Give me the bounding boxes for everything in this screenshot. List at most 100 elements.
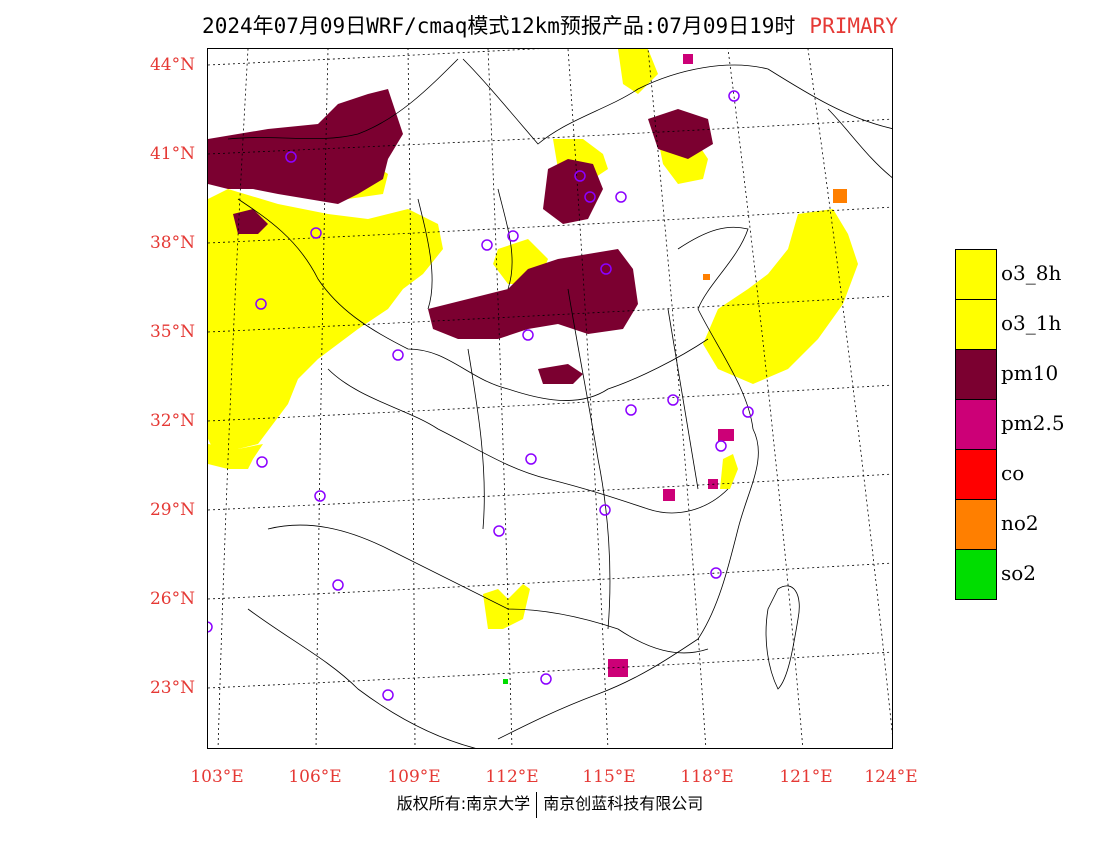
station-marker	[742, 406, 754, 418]
station-marker	[615, 191, 627, 203]
map-canvas	[208, 49, 892, 748]
legend-item-no2: no2	[955, 499, 1085, 550]
legend-label: no2	[1001, 511, 1039, 535]
legend-item-co: co	[955, 449, 1085, 500]
legend-item-pm25: pm2.5	[955, 399, 1085, 450]
legend-item-o3-1h: o3_1h	[955, 299, 1085, 350]
lon-line	[315, 49, 329, 748]
pm10-area-inner-mongolia	[208, 89, 403, 204]
coastline	[497, 226, 759, 740]
no2-patch	[833, 189, 847, 203]
station-marker	[285, 151, 297, 163]
no2-patch	[703, 274, 710, 280]
boundaries	[227, 58, 892, 748]
station-marker	[574, 170, 586, 182]
station-marker	[392, 349, 404, 361]
station-marker	[507, 230, 519, 242]
station-marker	[667, 394, 679, 406]
legend-label: pm2.5	[1001, 411, 1065, 435]
pm10-area-gansu	[233, 209, 268, 234]
lon-label-115: 115°E	[582, 767, 636, 787]
legend-item-so2: so2	[955, 549, 1085, 600]
lon-line	[487, 49, 513, 748]
boundary-line	[237, 198, 709, 401]
korea-outline	[827, 108, 892, 178]
legend-label: pm10	[1001, 361, 1059, 385]
copyright: 版权所有:南京大学 南京创蓝科技有限公司	[0, 790, 1100, 818]
title-text: 2024年07月09日WRF/cmaq模式12km预报产品:07月09日19时	[202, 14, 796, 38]
lat-label-38: 38°N	[149, 233, 195, 253]
o3-area-coast	[720, 454, 738, 489]
boundary-line	[467, 348, 485, 530]
map-panel[interactable]	[207, 48, 893, 749]
pm10-area-hebei	[543, 159, 603, 224]
legend-swatch	[955, 349, 997, 400]
station-marker	[599, 504, 611, 516]
pm10-area-beijing	[648, 109, 713, 159]
legend-label: so2	[1001, 561, 1037, 585]
no2-areas	[703, 189, 847, 280]
station-marker	[600, 263, 612, 275]
graticule	[208, 49, 892, 748]
lon-label-106: 106°E	[288, 767, 342, 787]
copyright-separator	[536, 791, 538, 818]
legend-item-o3-8h: o3_8h	[955, 249, 1085, 300]
legend-label: o3_1h	[1001, 311, 1062, 335]
lon-line	[727, 49, 804, 748]
pm10-areas	[208, 89, 713, 384]
lat-label-29: 29°N	[149, 500, 195, 520]
lon-label-103: 103°E	[190, 767, 244, 787]
boundary-line	[462, 58, 892, 145]
station-marker	[625, 404, 637, 416]
so2-areas	[503, 679, 508, 684]
station-marker	[584, 191, 596, 203]
lon-line	[567, 49, 609, 748]
lat-label-23: 23°N	[149, 678, 195, 698]
o3-area-west-lower	[208, 444, 263, 469]
boundary-line	[247, 608, 476, 748]
lon-label-124: 124°E	[864, 767, 918, 787]
station-marker	[382, 689, 394, 701]
station-marker	[256, 456, 268, 468]
legend: o3_8h o3_1h pm10 pm2.5 co no2 so2	[955, 249, 1085, 600]
boundary-line	[667, 308, 699, 490]
copyright-right: 南京创蓝科技有限公司	[543, 794, 704, 813]
legend-swatch	[955, 499, 997, 550]
lat-label-26: 26°N	[149, 589, 195, 609]
station-marker	[728, 90, 740, 102]
o3-area-guangxi	[483, 584, 530, 629]
legend-item-pm10: pm10	[955, 349, 1085, 400]
station-marker	[493, 525, 505, 537]
station-marker	[255, 298, 267, 310]
boundary-line	[497, 188, 513, 290]
boundary-line	[327, 368, 729, 514]
station-marker	[314, 490, 326, 502]
taiwan-outline	[765, 585, 800, 690]
o3-area-north	[618, 49, 658, 94]
lat-line	[208, 651, 892, 689]
boundary-line	[417, 198, 433, 310]
legend-swatch	[955, 249, 997, 300]
lat-line	[208, 562, 892, 600]
legend-swatch	[955, 449, 997, 500]
lat-line	[208, 384, 892, 422]
so2-patch	[503, 679, 508, 684]
station-marker	[710, 567, 722, 579]
pm10-area-shanxi	[428, 249, 638, 339]
legend-label: o3_8h	[1001, 261, 1062, 285]
legend-label: co	[1001, 461, 1025, 485]
copyright-left: 版权所有:南京大学	[396, 794, 531, 813]
station-marker	[522, 329, 534, 341]
lon-line	[647, 49, 707, 748]
pm10-area-henan	[538, 364, 583, 384]
station-marker	[481, 239, 493, 251]
lon-line	[407, 49, 416, 748]
lon-line	[807, 49, 892, 735]
stations	[208, 90, 754, 701]
lat-label-32: 32°N	[149, 411, 195, 431]
station-marker	[208, 621, 213, 633]
lon-label-118: 118°E	[680, 767, 734, 787]
lon-label-112: 112°E	[485, 767, 539, 787]
title-primary-tag: PRIMARY	[809, 14, 898, 38]
pm25-patch	[663, 489, 675, 501]
